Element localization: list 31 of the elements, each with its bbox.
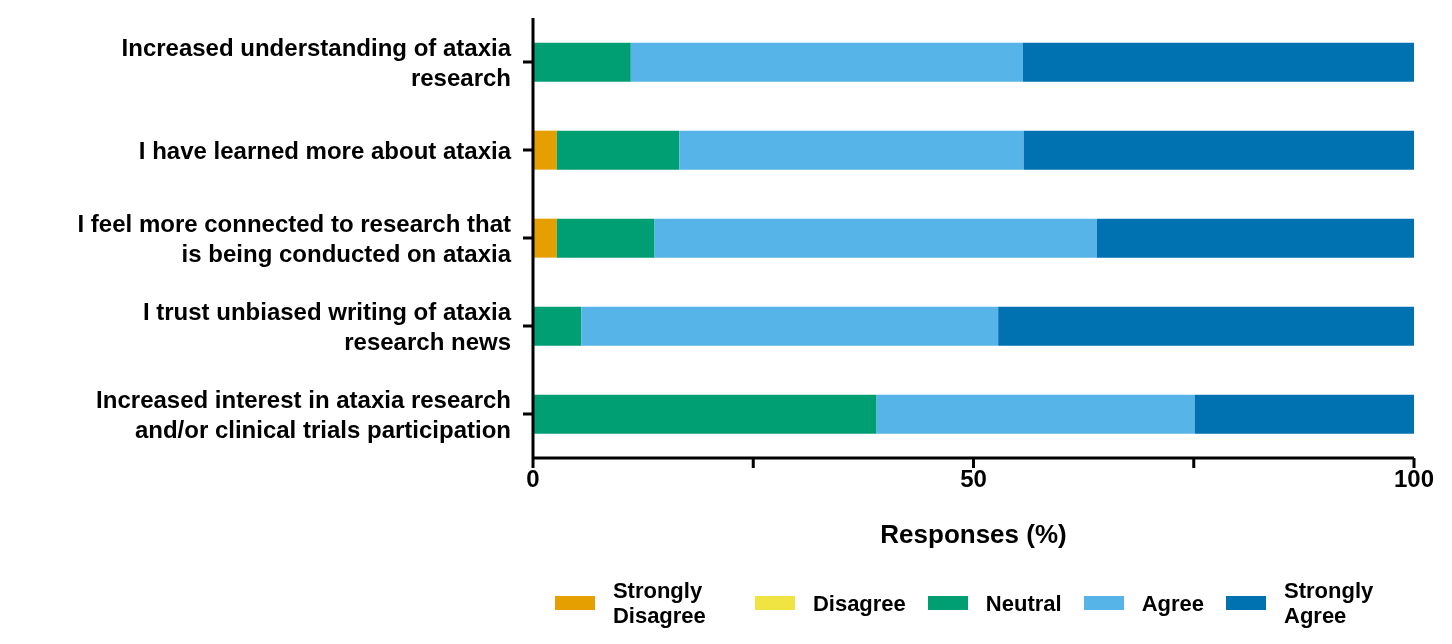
legend-label: Disagree [812, 590, 906, 616]
bar [533, 394, 877, 434]
bar [533, 130, 557, 170]
bar [581, 306, 999, 346]
bar [556, 130, 680, 170]
bar [876, 394, 1195, 434]
bar [654, 218, 1097, 258]
legend-label: Neutral [985, 590, 1062, 616]
bar [630, 42, 1023, 82]
x-tick-label: 0 [526, 465, 540, 493]
bar [533, 42, 631, 82]
y-tick-label: Increased interest in ataxia research and/or clinical trials participation [96, 385, 511, 443]
y-tick-label: I feel more connected to research that is being conducted on ataxia [77, 209, 512, 267]
bar [1022, 42, 1414, 82]
legend-label: Strongly Disagree [612, 578, 707, 628]
bar [1023, 130, 1414, 170]
legend-label: Agree [1141, 590, 1204, 616]
x-axis-title: Responses (%) [880, 519, 1067, 549]
bar [679, 130, 1024, 170]
y-tick-label: Increased understanding of ataxia research [121, 33, 512, 91]
bar [533, 306, 582, 346]
bar [556, 218, 655, 258]
x-tick-label: 50 [960, 465, 987, 493]
bar [533, 218, 557, 258]
x-tick-label: 100 [1393, 465, 1435, 493]
bar [1096, 218, 1414, 258]
y-tick-label: I have learned more about ataxia [138, 136, 512, 164]
y-tick-label: I trust unbiased writing of ataxia research news [142, 297, 512, 355]
bar [1194, 394, 1414, 434]
legend-label: Strongly Agree [1284, 578, 1375, 628]
bar [998, 306, 1414, 346]
